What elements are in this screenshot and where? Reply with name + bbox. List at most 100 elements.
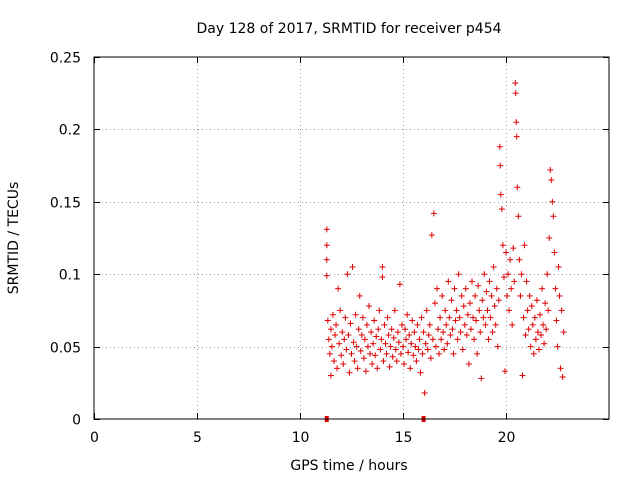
- data-point: [520, 314, 527, 321]
- data-point: [355, 326, 362, 333]
- data-point: [402, 326, 409, 333]
- data-point: [417, 369, 424, 376]
- data-point: [490, 263, 497, 270]
- data-point: [330, 358, 337, 365]
- data-point: [527, 343, 534, 350]
- data-point: [423, 307, 430, 314]
- x-tick-label: 0: [90, 430, 99, 446]
- data-point: [342, 314, 349, 321]
- data-point: [555, 263, 562, 270]
- data-point: [526, 292, 533, 299]
- data-point: [337, 307, 344, 314]
- data-point: [510, 245, 517, 252]
- data-point: [407, 365, 414, 372]
- data-point: [515, 213, 522, 220]
- data-point: [371, 317, 378, 324]
- data-point: [550, 213, 557, 220]
- data-point: [358, 332, 365, 339]
- data-point: [361, 336, 368, 343]
- data-point: [345, 332, 352, 339]
- data-point: [463, 332, 470, 339]
- data-point: [497, 191, 504, 198]
- data-point: [447, 332, 454, 339]
- data-point: [405, 349, 412, 356]
- data-point: [410, 352, 417, 359]
- data-point: [529, 321, 536, 328]
- data-point: [404, 311, 411, 318]
- data-point: [431, 300, 438, 307]
- data-point: [479, 297, 486, 304]
- data-point: [531, 314, 538, 321]
- data-point: [497, 162, 504, 169]
- data-point: [435, 326, 442, 333]
- data-point: [420, 329, 427, 336]
- data-point: [559, 374, 566, 381]
- data-point: [366, 303, 373, 310]
- data-point: [535, 346, 542, 353]
- data-point: [373, 333, 380, 340]
- data-point: [370, 340, 377, 347]
- data-point: [480, 314, 487, 321]
- data-point: [459, 346, 466, 353]
- plot-frame: [93, 56, 610, 420]
- data-point: [339, 329, 346, 336]
- data-point: [454, 336, 461, 343]
- data-point: [462, 285, 469, 292]
- data-point: [392, 346, 399, 353]
- data-point: [384, 314, 391, 321]
- data-point: [553, 317, 560, 324]
- data-point: [437, 314, 444, 321]
- data-point: [528, 303, 535, 310]
- data-point: [349, 263, 356, 270]
- data-point: [409, 317, 416, 324]
- x-tick-label: 20: [498, 430, 516, 446]
- data-point: [429, 336, 436, 343]
- data-point: [521, 242, 528, 249]
- x-tick-label: 10: [292, 430, 310, 446]
- data-point: [379, 274, 386, 281]
- data-point: [512, 90, 519, 97]
- data-point: [440, 329, 447, 336]
- data-point: [326, 350, 333, 357]
- data-point: [458, 292, 465, 299]
- data-point: [393, 358, 400, 365]
- data-point: [348, 350, 355, 357]
- y-axis-label: SRMTID / TECUs: [6, 182, 22, 295]
- data-point: [341, 336, 348, 343]
- data-point: [476, 307, 483, 314]
- data-point: [379, 263, 386, 270]
- data-point: [382, 340, 389, 347]
- data-point: [493, 285, 500, 292]
- data-point: [461, 321, 468, 328]
- data-point: [428, 232, 435, 239]
- data-point: [518, 271, 525, 278]
- data-point: [396, 281, 403, 288]
- data-point: [364, 343, 371, 350]
- data-point: [376, 307, 383, 314]
- data-point: [418, 314, 425, 321]
- data-point: [469, 278, 476, 285]
- data-point: [427, 355, 434, 362]
- data-point: [538, 332, 545, 339]
- data-point: [401, 360, 408, 367]
- data-point: [391, 307, 398, 314]
- data-point: [413, 358, 420, 365]
- data-point: [487, 314, 494, 321]
- data-point: [357, 347, 364, 354]
- data-point: [412, 343, 419, 350]
- chart-title: Day 128 of 2017, SRMTID for receiver p45…: [196, 21, 501, 37]
- data-point: [552, 285, 559, 292]
- data-point: [360, 355, 367, 362]
- data-point: [372, 352, 379, 359]
- data-point: [430, 210, 437, 217]
- data-point: [507, 256, 514, 263]
- data-point: [445, 278, 452, 285]
- data-point: [516, 256, 523, 263]
- data-point: [329, 311, 336, 318]
- data-point: [478, 375, 485, 382]
- data-point: [378, 336, 385, 343]
- data-point: [359, 314, 366, 321]
- data-point: [449, 326, 456, 333]
- data-point: [351, 358, 358, 365]
